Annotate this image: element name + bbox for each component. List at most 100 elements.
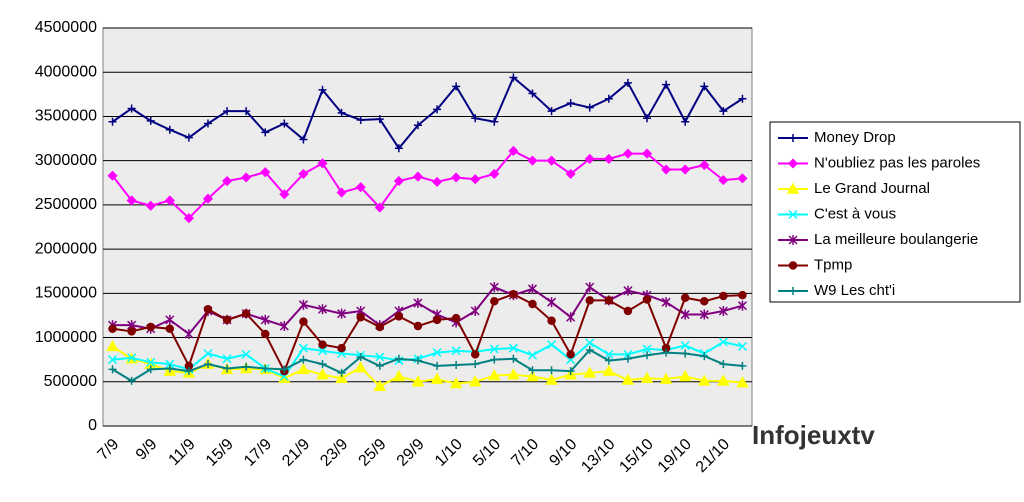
y-tick-label: 2500000: [35, 196, 97, 213]
point: [298, 343, 308, 353]
point: [242, 107, 251, 116]
point: [604, 94, 613, 103]
point: [681, 117, 690, 126]
y-tick-label: 0: [88, 417, 97, 434]
point: [623, 349, 633, 359]
point: [490, 297, 499, 306]
point: [394, 354, 403, 363]
point: [337, 108, 346, 117]
point: [356, 312, 365, 322]
legend-label: N'oubliez pas les paroles: [814, 154, 980, 171]
point: [509, 289, 518, 299]
point: [146, 116, 155, 125]
point: [375, 352, 385, 362]
point: [717, 374, 730, 386]
point: [490, 355, 499, 364]
point: [146, 365, 155, 374]
point: [451, 313, 461, 323]
point: [527, 350, 538, 360]
point: [470, 174, 481, 185]
point: [718, 337, 728, 347]
point: [375, 115, 384, 124]
point: [165, 359, 175, 369]
point: [203, 305, 213, 314]
point: [165, 364, 174, 373]
line: [112, 340, 743, 378]
point: [527, 155, 538, 166]
legend-marker: [788, 235, 798, 245]
point: [164, 195, 175, 206]
point: [678, 369, 692, 382]
x-tick-label: 25/9: [356, 436, 390, 470]
point: [566, 350, 575, 359]
point: [659, 372, 673, 384]
y-tick-label: 500000: [44, 373, 97, 390]
point: [299, 135, 308, 144]
point: [317, 304, 328, 315]
point: [700, 82, 709, 91]
point: [261, 128, 270, 137]
point: [585, 103, 594, 112]
legend-marker: [786, 182, 800, 194]
point: [736, 376, 749, 388]
point: [318, 360, 327, 369]
point: [280, 365, 289, 374]
x-tick-label: 29/9: [394, 436, 428, 470]
point: [337, 343, 346, 353]
point: [433, 105, 442, 114]
point: [431, 176, 443, 187]
point: [468, 375, 482, 387]
point: [547, 366, 556, 375]
x-tick-label: 15/9: [203, 436, 237, 470]
point: [471, 360, 480, 369]
point: [432, 348, 442, 358]
point: [470, 350, 480, 359]
legend-box: [769, 121, 1021, 303]
point: [279, 321, 289, 332]
point: [106, 339, 119, 352]
point: [509, 73, 518, 82]
point: [432, 315, 442, 325]
point: [354, 361, 367, 373]
point: [127, 353, 137, 363]
x-tick-label: 9/9: [133, 436, 161, 464]
point: [585, 345, 594, 354]
point: [547, 297, 557, 308]
y-tick-label: 2000000: [35, 240, 97, 257]
line: [112, 293, 743, 374]
point: [623, 306, 633, 316]
point: [184, 367, 193, 376]
legend-label: Money Drop: [814, 129, 896, 146]
point: [526, 369, 539, 382]
point: [411, 375, 425, 387]
point: [413, 321, 423, 331]
point: [337, 308, 347, 319]
point: [261, 329, 270, 339]
point: [146, 357, 156, 367]
point: [127, 104, 136, 113]
point: [528, 89, 537, 98]
point: [413, 298, 423, 309]
point: [375, 361, 384, 370]
point: [108, 117, 117, 126]
legend-label: Le Grand Journal: [814, 180, 930, 197]
point: [547, 340, 557, 350]
point: [490, 117, 499, 126]
point: [184, 329, 194, 340]
point: [183, 213, 194, 224]
point: [566, 312, 576, 323]
point: [280, 119, 289, 128]
point: [222, 354, 232, 364]
x-tick-label: 1/10: [432, 436, 466, 470]
point: [241, 309, 251, 318]
point: [738, 290, 747, 300]
watermark: Infojeuxtv: [752, 420, 875, 450]
point: [374, 202, 385, 213]
point: [316, 368, 329, 380]
point: [412, 171, 424, 182]
point: [451, 172, 462, 183]
point: [585, 296, 594, 305]
point: [261, 364, 270, 373]
point: [279, 189, 290, 200]
point: [661, 164, 672, 175]
